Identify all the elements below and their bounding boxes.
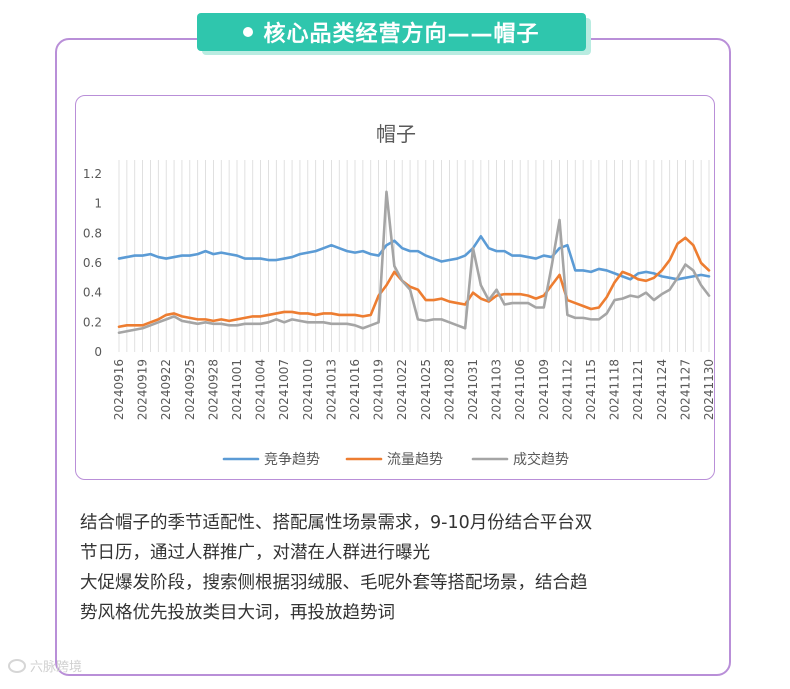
x-tick-label: 20240925 <box>183 359 197 420</box>
x-tick-label: 20241013 <box>324 359 338 420</box>
watermark: 六脉跨境 <box>8 656 82 675</box>
header-title: 核心品类经营方向——帽子 <box>263 22 540 47</box>
bullet-dot-icon <box>243 27 254 37</box>
description-line: 大促爆发阶段，搜索侧根据羽绒服、毛呢外套等搭配场景，结合趋 <box>80 573 588 593</box>
x-tick-label: 20241130 <box>702 359 716 420</box>
y-tick-label: 0.6 <box>83 256 102 270</box>
header-banner: 核心品类经营方向——帽子 <box>197 13 586 51</box>
x-tick-label: 20241124 <box>655 359 669 420</box>
x-tick-label: 20241127 <box>678 359 692 420</box>
x-tick-label: 20241004 <box>254 359 268 420</box>
y-tick-label: 0.4 <box>83 286 102 300</box>
x-tick-label: 20240922 <box>159 359 173 420</box>
y-tick-label: 0 <box>94 345 102 359</box>
x-tick-label: 20241112 <box>560 359 574 420</box>
x-tick-label: 20241121 <box>631 359 645 420</box>
y-tick-label: 0.2 <box>83 315 102 329</box>
y-tick-label: 1 <box>94 197 102 211</box>
x-tick-label: 20241106 <box>513 359 527 420</box>
x-tick-label: 20241019 <box>372 359 386 420</box>
series-line <box>117 190 711 335</box>
y-tick-label: 1.2 <box>83 167 102 181</box>
description-line: 结合帽子的季节适配性、搭配属性场景需求，9-10月份结合平台双 <box>80 513 593 533</box>
x-tick-label: 20241115 <box>584 359 598 420</box>
x-tick-label: 20241007 <box>277 359 291 420</box>
x-tick-label: 20240919 <box>136 359 150 420</box>
x-tick-label: 20241103 <box>490 359 504 420</box>
x-tick-label: 20241001 <box>230 359 244 420</box>
x-tick-label: 20241109 <box>537 359 551 420</box>
x-tick-label: 20241118 <box>608 359 622 420</box>
description-line: 势风格优先投放类目大词，再投放趋势词 <box>80 603 395 623</box>
x-tick-label: 20241025 <box>419 359 433 420</box>
x-tick-label: 20241010 <box>301 359 315 420</box>
description-text: 结合帽子的季节适配性、搭配属性场景需求，9-10月份结合平台双 节日历，通过人群… <box>80 508 720 628</box>
chart-card: 帽子 0 0.2 0.4 0.6 0.8 1 1.2 20240916 20240919 20240… <box>75 95 716 480</box>
y-tick-label: 0.8 <box>83 226 102 240</box>
legend-label: 竞争趋势 <box>264 451 320 468</box>
series-line <box>117 236 711 329</box>
x-tick-label: 20240916 <box>112 359 126 420</box>
x-tick-label: 20240928 <box>206 359 220 420</box>
legend-label: 流量趋势 <box>387 452 443 468</box>
watermark-text: 六脉跨境 <box>30 660 83 675</box>
legend-label: 成交趋势 <box>513 451 569 468</box>
watermark-logo-icon <box>8 658 26 673</box>
x-tick-label: 20241016 <box>348 359 362 420</box>
series-line <box>117 235 711 281</box>
line-chart: 帽子 0 0.2 0.4 0.6 0.8 1 1.2 20240916 20240919 20240… <box>83 122 716 468</box>
x-tick-label: 20241031 <box>466 359 480 420</box>
section-header: 核心品类经营方向——帽子 <box>197 13 593 57</box>
x-tick-label: 20241022 <box>395 359 409 420</box>
description-line: 节日历，通过人群推广，对潜在人群进行曝光 <box>80 543 430 563</box>
chart-title: 帽子 <box>376 122 416 146</box>
x-tick-label: 20241028 <box>442 359 456 420</box>
